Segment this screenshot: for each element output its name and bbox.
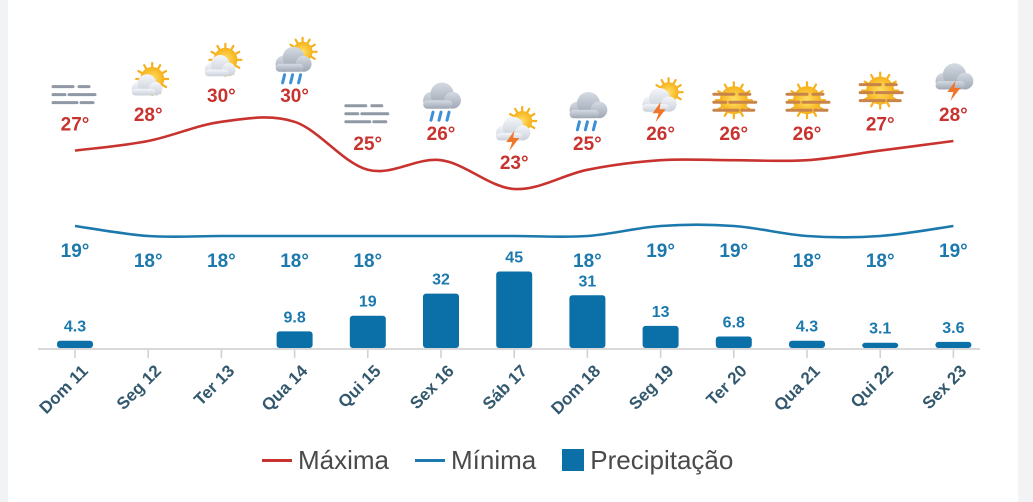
max-temp-label: 26° bbox=[719, 124, 748, 145]
precipitation-bar[interactable] bbox=[862, 342, 899, 348]
min-temp-label: 19° bbox=[61, 241, 90, 262]
haze-sun-icon bbox=[785, 81, 831, 120]
precipitation-value-label: 32 bbox=[432, 272, 450, 289]
max-temperature-labels: 27° 28° 30° 30° 25° 26° 23° 25° 26° 26° 26° 27° 28° bbox=[61, 86, 968, 174]
precipitation-value-label: 4.3 bbox=[64, 319, 86, 336]
precipitation-bar[interactable] bbox=[935, 341, 972, 348]
max-temp-label: 30° bbox=[207, 86, 236, 107]
min-temp-label: 19° bbox=[719, 241, 748, 262]
day-label: Sex 16 bbox=[406, 361, 458, 413]
precipitation-labels: 4.3 9.8 19 32 45 31 13 6.8 4.3 3.1 3.6 bbox=[64, 250, 965, 338]
legend-min-label: Mínima bbox=[451, 444, 537, 475]
precipitation-bar[interactable] bbox=[349, 315, 386, 348]
day-label: Seg 12 bbox=[113, 361, 165, 413]
min-temp-label: 18° bbox=[573, 251, 602, 272]
max-temp-label: 28° bbox=[134, 105, 163, 126]
partly-sunny-icon bbox=[204, 42, 243, 77]
day-label: Qua 21 bbox=[770, 361, 824, 415]
day-label: Dom 18 bbox=[547, 361, 604, 418]
precipitation-value-label: 3.6 bbox=[942, 320, 964, 337]
x-axis-day-labels: Dom 11 Seg 12 Ter 13 Qua 14 Qui 15 Sex 16 Sáb … bbox=[36, 361, 971, 418]
fog-icon bbox=[51, 85, 97, 105]
max-temp-label: 26° bbox=[646, 124, 675, 145]
max-temp-label: 26° bbox=[793, 124, 822, 145]
day-label: Ter 20 bbox=[703, 361, 751, 409]
min-temp-label: 19° bbox=[939, 241, 968, 262]
sun-cloud-rain-icon bbox=[275, 36, 318, 85]
precipitation-bar[interactable] bbox=[423, 293, 459, 348]
day-label: Qua 14 bbox=[258, 361, 312, 415]
precipitation-bar[interactable] bbox=[496, 271, 533, 349]
precipitation-value-label: 13 bbox=[652, 304, 670, 321]
sun-thunderstorm-icon bbox=[642, 77, 684, 123]
min-temp-label: 18° bbox=[353, 251, 382, 272]
max-temp-label: 26° bbox=[427, 124, 456, 145]
max-temp-label: 25° bbox=[573, 134, 602, 155]
legend-item-max[interactable]: Máxima bbox=[262, 445, 389, 476]
precipitation-value-label: 19 bbox=[359, 294, 377, 311]
fog-icon bbox=[344, 104, 390, 124]
precipitation-bar[interactable] bbox=[276, 331, 313, 348]
precipitation-bars bbox=[57, 271, 972, 349]
max-temp-label: 28° bbox=[939, 105, 968, 126]
max-temp-label: 23° bbox=[500, 153, 529, 174]
min-temperature-labels: 19° 18° 18° 18° 18° 18° 19° 19° 18° 18° 19° bbox=[61, 241, 968, 272]
max-temp-label: 27° bbox=[61, 115, 90, 136]
legend-precip-swatch bbox=[562, 449, 585, 471]
x-axis-ticks bbox=[74, 350, 955, 358]
day-label: Dom 11 bbox=[36, 361, 92, 417]
thunderstorm-cloud-icon bbox=[935, 63, 974, 101]
max-temperature-line bbox=[74, 116, 954, 191]
day-label: Qui 22 bbox=[847, 361, 897, 411]
legend-item-precip[interactable]: Precipitação bbox=[562, 445, 733, 476]
legend-item-min[interactable]: Mínima bbox=[415, 445, 536, 476]
min-temp-label: 18° bbox=[207, 251, 236, 272]
forecast-chart: 27° 28°30° 30°25° 26°23°25° 26° 26° 26° 27° 28° … bbox=[36, 36, 980, 418]
precipitation-value-label: 3.1 bbox=[869, 321, 891, 338]
precipitation-bar[interactable] bbox=[642, 325, 679, 348]
min-temp-label: 18° bbox=[280, 251, 309, 272]
min-temperature-line bbox=[74, 223, 954, 239]
min-temp-label: 18° bbox=[134, 251, 163, 272]
precipitation-value-label: 9.8 bbox=[283, 309, 305, 326]
precipitation-bar[interactable] bbox=[715, 336, 752, 348]
day-label: Seg 19 bbox=[625, 361, 677, 413]
haze-sun-icon bbox=[858, 71, 904, 110]
rain-cloud-icon bbox=[569, 92, 608, 132]
precipitation-bar[interactable] bbox=[789, 340, 825, 348]
weather-icons bbox=[51, 36, 974, 151]
chart-legend: Máxima Mínima Precipitação bbox=[262, 442, 733, 478]
min-temp-label: 18° bbox=[866, 251, 895, 272]
rain-cloud-icon bbox=[423, 82, 461, 122]
day-label: Sáb 17 bbox=[479, 361, 531, 413]
legend-precip-label: Precipitação bbox=[590, 444, 734, 475]
max-temp-label: 27° bbox=[866, 115, 895, 136]
min-temp-label: 19° bbox=[646, 241, 675, 262]
weather-chart-card: 27° 28° 30° 30° 25° 26° 23° 25° 26° 26° 26° 27° 28° … bbox=[8, 0, 1018, 502]
legend-max-label: Máxima bbox=[298, 444, 390, 475]
precipitation-value-label: 45 bbox=[505, 250, 523, 267]
haze-sun-icon bbox=[712, 81, 758, 120]
precipitation-value-label: 6.8 bbox=[723, 314, 745, 331]
sun-thunderstorm-icon bbox=[496, 105, 538, 151]
day-label: Ter 13 bbox=[190, 361, 238, 409]
precipitation-bar[interactable] bbox=[569, 295, 606, 348]
min-temp-label: 18° bbox=[793, 251, 822, 272]
precipitation-bar[interactable] bbox=[57, 340, 93, 348]
max-temp-label: 25° bbox=[353, 134, 382, 155]
precipitation-value-label: 4.3 bbox=[796, 319, 818, 336]
day-label: Sex 23 bbox=[919, 361, 971, 413]
day-label: Qui 15 bbox=[334, 361, 384, 411]
precipitation-value-label: 31 bbox=[579, 273, 597, 290]
max-temp-label: 30° bbox=[280, 86, 309, 107]
partly-sunny-icon bbox=[131, 61, 170, 97]
legend-max-swatch bbox=[262, 458, 292, 462]
legend-min-swatch bbox=[415, 458, 446, 462]
